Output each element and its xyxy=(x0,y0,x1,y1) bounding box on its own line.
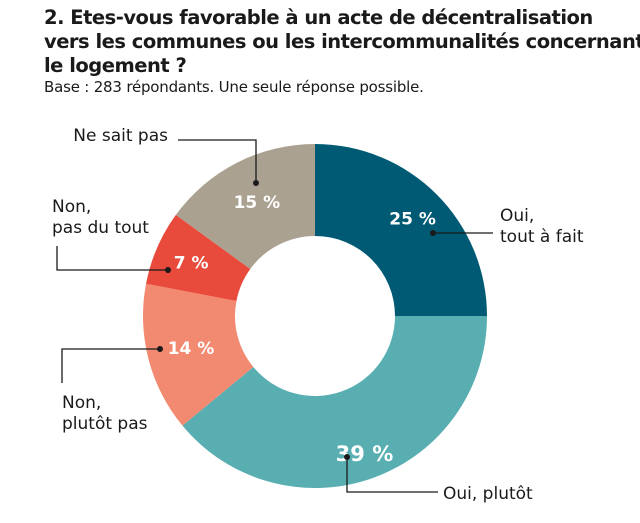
chart-title: 2. Etes-vous favorable à un acte de déce… xyxy=(44,6,640,78)
category-label-non-plutot-pas: Non, plutôt pas xyxy=(62,393,148,434)
slice-non-plutot-pas xyxy=(143,283,254,426)
category-label-line: pas du tout xyxy=(52,218,149,238)
category-label-non-pas-du-tout: Non, pas du tout xyxy=(52,197,149,238)
leader-dot-non-pas-du-tout xyxy=(165,267,171,273)
slice-oui-plutot xyxy=(182,316,487,488)
leader-line-non-pas-du-tout xyxy=(56,246,168,271)
category-label-line: Oui, xyxy=(500,206,534,226)
category-label-line: Non, xyxy=(62,393,101,413)
category-label-line: Oui, plutôt xyxy=(443,484,533,504)
category-label-line: tout à fait xyxy=(500,227,584,247)
leader-line-oui-plutot xyxy=(346,457,438,493)
value-label-oui-tout-a-fait: 25 % xyxy=(389,210,436,230)
chart-title-line: le logement ? xyxy=(44,54,187,77)
leader-dot-non-plutot-pas xyxy=(157,346,163,352)
chart-title-line: 2. Etes-vous favorable à un acte de déce… xyxy=(44,6,593,29)
value-label-non-plutot-pas: 14 % xyxy=(168,339,215,359)
chart-title-line: vers les communes ou les intercommunalit… xyxy=(44,30,640,53)
leader-dot-oui-plutot xyxy=(344,454,350,460)
leader-dot-ne-sait-pas xyxy=(253,180,259,186)
slice-oui-tout-a-fait xyxy=(315,144,487,316)
chart-subtitle: Base : 283 répondants. Une seule réponse… xyxy=(44,78,424,96)
category-label-line: plutôt pas xyxy=(62,414,148,434)
slice-non-pas-du-tout xyxy=(146,214,251,302)
value-label-non-pas-du-tout: 7 % xyxy=(174,254,209,274)
leader-dot-oui-tout-a-fait xyxy=(430,230,436,236)
value-label-oui-plutot: 39 % xyxy=(336,442,394,466)
leader-line-ne-sait-pas xyxy=(178,139,257,183)
category-label-ne-sait-pas: Ne sait pas xyxy=(73,126,168,146)
slice-ne-sait-pas xyxy=(175,144,315,269)
value-label-ne-sait-pas: 15 % xyxy=(234,193,281,213)
category-label-oui-plutot: Oui, plutôt xyxy=(443,484,533,504)
category-label-oui-tout-a-fait: Oui, tout à fait xyxy=(500,206,584,247)
category-label-line: Ne sait pas xyxy=(73,126,168,146)
leader-line-non-plutot-pas xyxy=(61,348,160,383)
category-label-line: Non, xyxy=(52,197,91,217)
